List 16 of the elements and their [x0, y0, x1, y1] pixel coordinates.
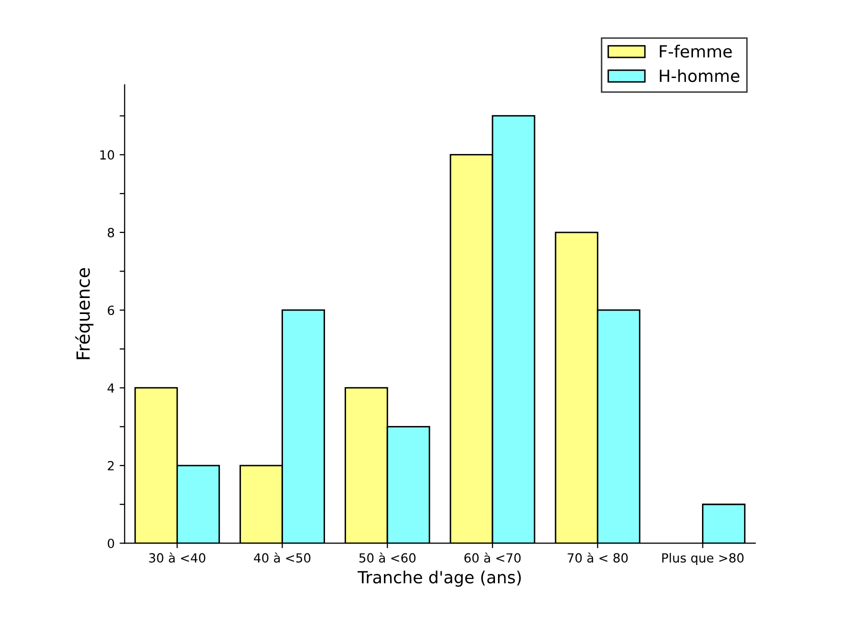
x-tick-label: Plus que >80: [662, 552, 744, 566]
x-tick-label: 50 à <60: [359, 552, 416, 563]
y-tick-label: 10: [100, 150, 114, 160]
y-tick-label: 2: [108, 460, 114, 470]
x-tick-label: 40 à <50: [254, 552, 310, 563]
y-tick-label: 0: [108, 538, 114, 548]
x-tick-label: 60 à <70: [464, 552, 521, 563]
x-tick-label: 30 à <40: [149, 552, 206, 563]
y-tick-label: 8: [108, 228, 114, 238]
legend-label: H-homme: [660, 69, 740, 82]
x-axis-title: Tranche d'age (ans): [358, 570, 521, 587]
legend-label: F-femme: [660, 44, 732, 58]
y-tick-label: 6: [108, 306, 114, 316]
x-tick-label: 70 à < 80: [568, 552, 628, 563]
y-tick-label: 4: [108, 383, 114, 393]
y-axis-title: Fréquence: [75, 268, 94, 360]
